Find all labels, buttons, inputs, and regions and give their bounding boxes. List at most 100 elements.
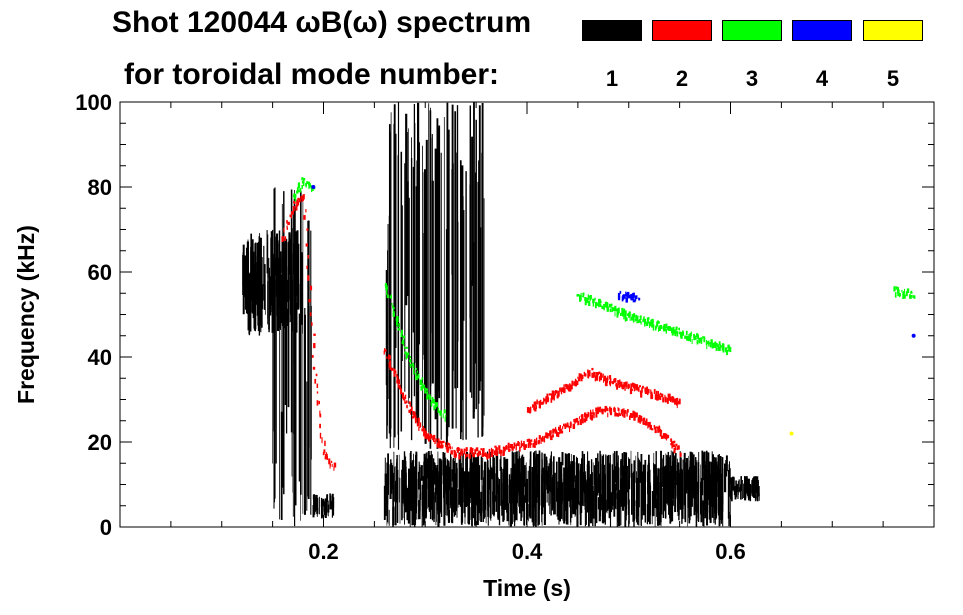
mode-2-track-1-mark bbox=[590, 415, 593, 420]
mode-2-track-1-mark bbox=[389, 360, 392, 366]
plot-frame bbox=[119, 101, 935, 528]
mode-3-track-2-mark bbox=[657, 321, 660, 324]
mode-3-track-2-mark bbox=[579, 294, 580, 298]
mode-2-track-1-mark bbox=[502, 450, 504, 457]
mode-3-track-2-mark bbox=[588, 300, 591, 306]
mode-2-track-2-mark bbox=[534, 401, 537, 407]
mode-3-track-2-mark bbox=[625, 317, 628, 321]
mode-2-track-1-mark bbox=[426, 434, 429, 440]
mode-3-track-2-mark bbox=[596, 303, 599, 306]
mode-3-track-2-mark bbox=[587, 298, 589, 303]
mode-3-track-1-mark bbox=[437, 409, 440, 413]
mode-3-track-2-mark bbox=[665, 329, 667, 334]
mode-2-track-1-mark bbox=[538, 439, 540, 443]
mode-3-track-2-mark bbox=[724, 347, 728, 351]
mode-2-track-0-mark bbox=[325, 454, 328, 460]
mode-2-track-1-mark bbox=[435, 438, 438, 442]
mode-3-track-2-mark bbox=[696, 340, 699, 345]
mode-3-track-0-mark bbox=[301, 184, 303, 189]
legend-swatch-mode-5 bbox=[863, 20, 923, 41]
mode-3-track-2-mark bbox=[639, 318, 641, 323]
mode-3-track-2-mark bbox=[659, 325, 663, 330]
mode-2-track-1-mark bbox=[556, 431, 558, 437]
mode-3-track-2-mark bbox=[598, 298, 601, 303]
mode-2-track-1-mark bbox=[534, 438, 536, 443]
mode-2-track-2-mark bbox=[591, 367, 594, 371]
mode-2-track-1-mark bbox=[422, 425, 424, 432]
mode-2-track-2-mark bbox=[587, 373, 589, 379]
mode-2-track-0-mark bbox=[321, 437, 323, 444]
mode-3-track-1-mark bbox=[392, 305, 394, 309]
mode-2-track-1-mark bbox=[660, 435, 664, 439]
mode-2-track-1-mark bbox=[598, 407, 601, 413]
mode-2-track-2-mark bbox=[551, 390, 555, 396]
mode-2-track-0-mark bbox=[306, 265, 308, 269]
mode-3-track-2-mark bbox=[629, 316, 631, 321]
mode-2-track-1-mark bbox=[521, 443, 524, 447]
mode-2-track-2-mark bbox=[580, 376, 583, 382]
mode-3-track-2-mark bbox=[609, 305, 612, 308]
mode-2-track-2-mark bbox=[678, 398, 681, 405]
mode-3-track-2-mark bbox=[616, 312, 619, 318]
mode-3-track-2-mark bbox=[649, 323, 650, 328]
mode-3-track-3-mark bbox=[904, 288, 905, 294]
mode-2-track-1-mark bbox=[417, 417, 420, 423]
mode-2-track-1-mark bbox=[651, 428, 654, 431]
mode-2-track-1-mark bbox=[386, 356, 388, 359]
mode-2-track-1-mark bbox=[561, 430, 564, 434]
mode-2-track-0-mark bbox=[312, 366, 316, 370]
mode-2-track-1-mark bbox=[516, 443, 519, 446]
mode-2-track-2-mark bbox=[626, 384, 628, 389]
mode-3-track-3-mark bbox=[903, 294, 906, 299]
mode-2-track-1-mark bbox=[545, 433, 548, 439]
mode-2-track-1-mark bbox=[637, 416, 639, 423]
mode-2-track-2-mark bbox=[560, 388, 563, 392]
mode-2-track-2-mark bbox=[599, 372, 603, 378]
mode-3-track-0-mark bbox=[303, 178, 306, 181]
mode-3-track-1-mark bbox=[396, 321, 398, 327]
mode-3-track-2-mark bbox=[688, 333, 690, 338]
mode-3-track-2-mark bbox=[647, 321, 650, 324]
mode-3-track-2-mark bbox=[624, 316, 627, 322]
mode-2-track-2-mark bbox=[589, 370, 591, 374]
mode-2-track-1-mark bbox=[581, 418, 584, 424]
mode-3-track-2-mark bbox=[599, 303, 602, 307]
mode-2-track-1-mark bbox=[631, 414, 634, 418]
series-mode-1 bbox=[242, 102, 760, 527]
mode-3-track-1-mark bbox=[396, 316, 399, 322]
mode-3-track-1-mark bbox=[401, 330, 403, 335]
legend-label-mode-2: 2 bbox=[675, 66, 689, 91]
mode-2-track-1-mark bbox=[441, 444, 444, 448]
mode-5-point-0 bbox=[789, 431, 794, 436]
mode-2-track-1-mark bbox=[614, 411, 616, 415]
mode-2-track-1-mark bbox=[466, 453, 469, 457]
mode-2-track-2-mark bbox=[543, 397, 545, 404]
mode-2-track-2-mark bbox=[629, 388, 633, 395]
mode-2-track-1-mark bbox=[520, 443, 523, 448]
mode-2-track-0-mark bbox=[323, 449, 326, 453]
mode-2-track-1-mark bbox=[477, 453, 479, 457]
mode-2-track-1-mark bbox=[434, 440, 436, 445]
mode-4-track-1-mark bbox=[638, 297, 641, 301]
mode-2-track-2-mark bbox=[583, 371, 586, 377]
mode-3-track-1-mark bbox=[391, 303, 393, 306]
mode-2-track-2-mark bbox=[617, 380, 620, 386]
mode-2-track-1-mark bbox=[468, 453, 471, 459]
mode-2-track-2-mark bbox=[628, 384, 630, 389]
mode-2-track-1-mark bbox=[590, 411, 592, 417]
mode-4-track-1-mark bbox=[625, 291, 627, 297]
mode-2-track-2-mark bbox=[602, 373, 604, 376]
mode-3-track-2-mark bbox=[612, 308, 615, 312]
mode-3-track-2-mark bbox=[690, 337, 692, 342]
mode-2-track-1-mark bbox=[677, 445, 680, 450]
mode-3-track-2-mark bbox=[644, 318, 646, 325]
mode-2-track-1-mark bbox=[587, 411, 589, 418]
mode-2-track-2-mark bbox=[536, 399, 538, 405]
mode-3-track-3-mark bbox=[902, 293, 905, 299]
mode-2-track-1-mark bbox=[579, 420, 582, 425]
mode-2-track-2-mark bbox=[547, 397, 549, 403]
mode-2-track-1-mark bbox=[568, 426, 570, 429]
mode-3-track-1-mark bbox=[424, 390, 427, 394]
mode-3-track-2-mark bbox=[687, 335, 690, 342]
mode-2-track-0-mark bbox=[281, 236, 284, 242]
